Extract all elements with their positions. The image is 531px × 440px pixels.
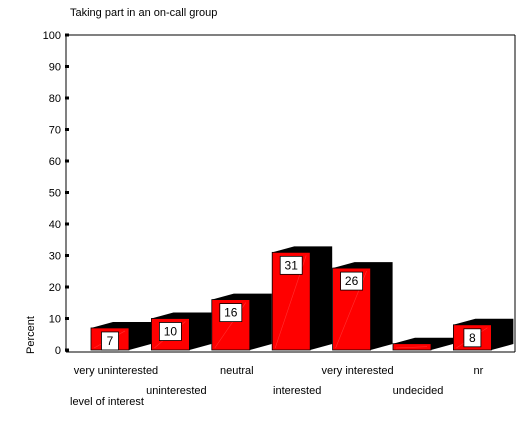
data-label-box bbox=[463, 328, 482, 348]
x-axis-label: level of interest bbox=[70, 396, 144, 408]
x-tick-label: uninterested bbox=[146, 385, 207, 397]
y-tick-label: 70 bbox=[49, 125, 61, 137]
y-tick-mark bbox=[65, 317, 69, 320]
y-tick-label: 20 bbox=[49, 282, 61, 294]
y-tick-mark bbox=[65, 96, 69, 100]
data-label-box bbox=[219, 303, 243, 323]
data-label-box bbox=[340, 271, 364, 291]
bar-highlight bbox=[395, 346, 428, 349]
data-label: 31 bbox=[285, 258, 299, 272]
chart-title: Taking part in an on-call group bbox=[70, 7, 217, 19]
data-label-box bbox=[101, 331, 119, 351]
x-tick-label: very uninterested bbox=[74, 365, 158, 377]
data-label: 7 bbox=[107, 334, 114, 348]
x-tick-label: very interested bbox=[322, 365, 394, 377]
y-tick-label: 80 bbox=[49, 93, 61, 105]
data-label-box bbox=[279, 255, 303, 275]
y-axis-label: Percent bbox=[25, 316, 37, 354]
y-tick-mark bbox=[65, 285, 69, 289]
y-tick-mark bbox=[65, 254, 69, 257]
y-tick-label: 90 bbox=[49, 62, 61, 74]
y-tick-mark bbox=[65, 128, 69, 131]
x-tick-label: nr bbox=[474, 365, 484, 377]
y-tick-label: 0 bbox=[55, 345, 61, 357]
y-tick-mark bbox=[65, 191, 69, 194]
y-tick-label: 60 bbox=[49, 156, 61, 168]
data-label: 26 bbox=[345, 274, 359, 288]
data-label: 10 bbox=[164, 325, 178, 339]
data-label-box bbox=[158, 322, 182, 341]
y-tick-label: 50 bbox=[49, 188, 61, 200]
x-tick-label: neutral bbox=[220, 365, 254, 377]
y-tick-label: 40 bbox=[49, 219, 61, 231]
y-tick-mark bbox=[65, 159, 69, 163]
data-label: 16 bbox=[224, 306, 238, 320]
y-tick-mark bbox=[65, 222, 69, 226]
x-tick-label: undecided bbox=[393, 385, 444, 397]
y-tick-label: 100 bbox=[43, 30, 61, 42]
y-tick-label: 30 bbox=[49, 251, 61, 263]
y-tick-mark bbox=[65, 65, 69, 68]
y-tick-mark bbox=[65, 33, 69, 37]
data-label: 8 bbox=[469, 331, 476, 345]
y-tick-label: 10 bbox=[49, 314, 61, 326]
x-tick-label: interested bbox=[273, 385, 321, 397]
bar bbox=[392, 343, 432, 351]
y-tick-mark bbox=[65, 348, 69, 352]
